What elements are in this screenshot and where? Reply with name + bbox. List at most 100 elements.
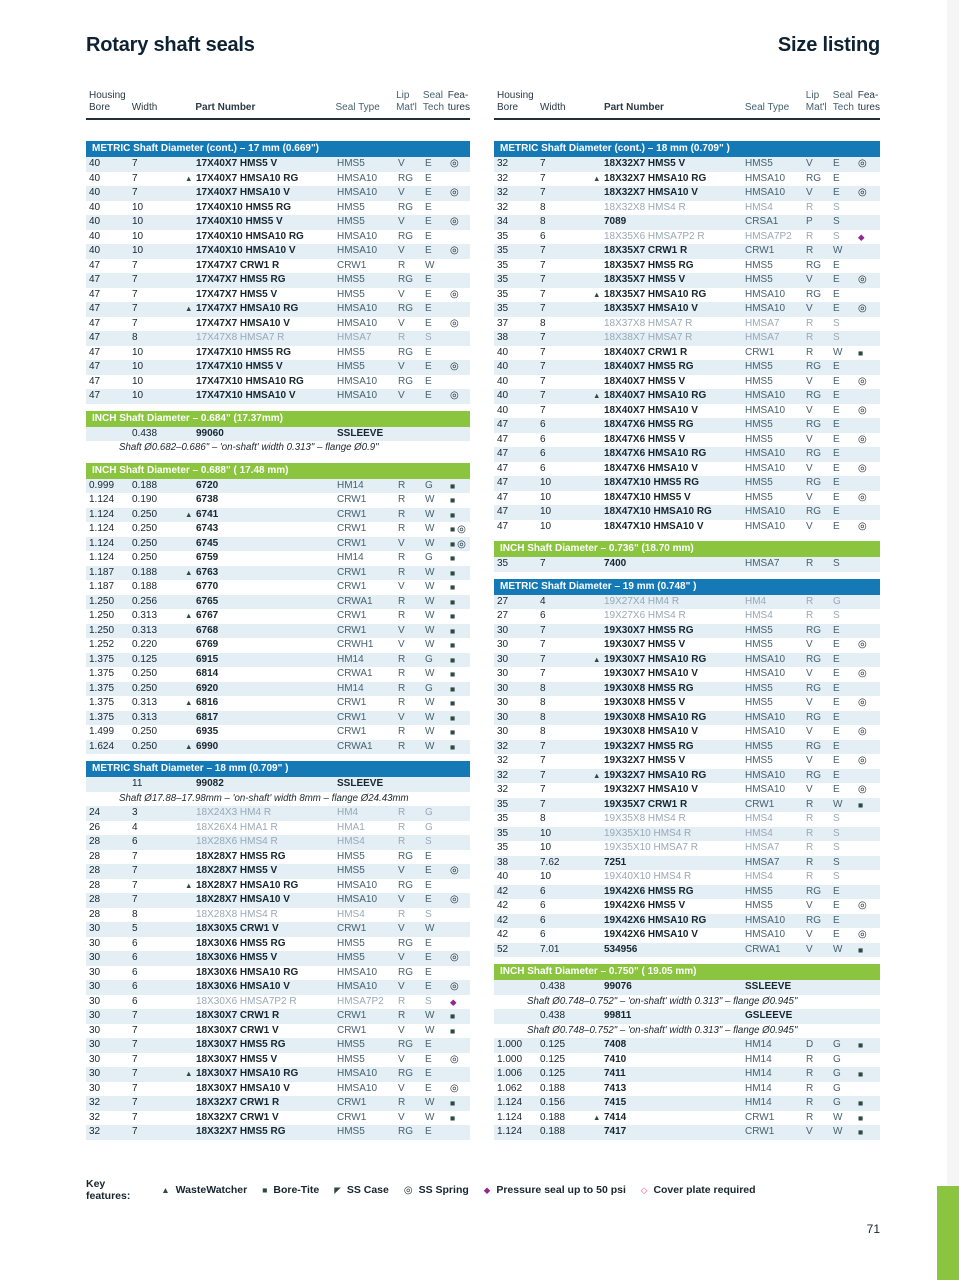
- lip-material-cell: V: [806, 375, 813, 387]
- table-row: 35 7 19X35X7 CRW1 R CRW1 R W ■: [494, 797, 880, 812]
- seal-type-cell: HM14: [745, 1068, 772, 1079]
- part-number-cell: 18X30X6 HMS5 RG: [185, 937, 337, 952]
- housing-bore-cell: 1.375: [89, 653, 115, 665]
- width-cell: 0.190: [132, 494, 158, 505]
- width-cell: 10: [132, 245, 144, 256]
- housing-bore-cell: 47: [89, 274, 101, 285]
- seal-type-cell: HMSA10: [745, 288, 786, 300]
- seal-type-cell: HMS5: [337, 850, 365, 862]
- width-cell: 7: [540, 404, 546, 416]
- table-row: 28 8 18X28X8 HMS4 R HMS4 R S: [86, 908, 470, 923]
- width-cell: 10: [540, 871, 552, 882]
- housing-bore-cell: 1.250: [89, 595, 115, 607]
- part-number-text: 18X30X7 CRW1 R: [196, 1010, 280, 1021]
- lip-material-cell: V: [398, 1111, 405, 1123]
- features-cell: ◎: [858, 638, 880, 653]
- seal-tech-cell: E: [425, 879, 432, 891]
- lip-material-cell: R: [398, 552, 406, 563]
- table-row: 47 10 17X47X10 HMSA10 V HMSA10 V E ◎: [86, 389, 470, 404]
- seal-tech-cell: E: [425, 952, 432, 963]
- header-matl-label: Mat'l: [805, 102, 827, 113]
- lip-material-cell: RG: [398, 201, 413, 213]
- lip-material-cell: RG: [806, 653, 821, 665]
- features-cell: ■: [450, 624, 470, 639]
- header-fea-label: Fea-: [857, 90, 879, 101]
- features-cell: [858, 653, 880, 668]
- features-cell: ◎: [858, 899, 880, 914]
- housing-bore-cell: 40: [89, 158, 101, 169]
- features-cell: [858, 389, 880, 404]
- housing-bore-cell: 30: [89, 952, 101, 963]
- housing-bore-cell: 30: [497, 682, 509, 694]
- part-number-text: 7414: [604, 1111, 627, 1123]
- part-number-text: 19X30X8 HMS5 RG: [604, 682, 694, 694]
- part-number-text: 19X42X6 HMS5 V: [604, 900, 686, 911]
- table-row: 30 7 ▲ 18X30X7 HMSA10 RG HMSA10 RG E: [86, 1067, 470, 1082]
- part-number-text: 18X40X7 HMS5 RG: [604, 361, 694, 372]
- part-number-cell: 19X35X8 HMS4 R: [593, 812, 745, 827]
- housing-bore-cell: 30: [89, 1068, 101, 1079]
- table-row: 30 6 18X30X6 HMSA10 V HMSA10 V E ◎: [86, 980, 470, 995]
- part-number-cell: 18X40X7 HMS5 RG: [593, 360, 745, 375]
- width-cell: 0.188: [540, 1111, 566, 1123]
- seal-tech-cell: E: [425, 1039, 432, 1050]
- shaft-note: Shaft Ø0.748–0.752" – 'on-shaft' width 0…: [527, 1024, 798, 1036]
- seal-tech-cell: E: [833, 404, 840, 416]
- seal-type-cell: CRW1: [337, 566, 367, 578]
- table-row: 40 10 17X40X10 HMS5 V HMS5 V E ◎: [86, 215, 470, 230]
- part-number-text: 18X24X3 HM4 R: [196, 807, 272, 818]
- features-cell: ■: [450, 682, 470, 697]
- housing-bore-cell: 32: [497, 172, 509, 184]
- seal-tech-cell: S: [833, 332, 840, 343]
- table-row: 1.187 0.188 6770 CRW1 V W ■: [86, 580, 470, 595]
- lip-material-cell: V: [806, 943, 813, 955]
- seal-type-cell: HMS5: [745, 433, 773, 445]
- features-cell: ◎: [450, 1082, 470, 1097]
- lip-material-cell: [398, 777, 425, 792]
- features-cell: ■: [450, 711, 470, 726]
- part-number-cell: 18X30X6 HMSA7P2 R: [185, 995, 337, 1010]
- part-number-text: 18X32X7 CRW1 V: [196, 1111, 279, 1123]
- seal-type-cell: HMSA10: [337, 303, 378, 314]
- wastewatcher-icon: ▲: [185, 173, 193, 183]
- ss-spring-icon: ◎: [858, 520, 867, 532]
- housing-bore-cell: 1.187: [89, 581, 115, 592]
- lip-material-cell: R: [806, 1097, 814, 1108]
- width-cell: 10: [132, 390, 144, 401]
- housing-bore-cell: 35: [497, 245, 509, 256]
- part-number-cell: ▲ 18X28X7 HMSA10 RG: [185, 879, 337, 894]
- part-number-cell: 7413: [593, 1082, 745, 1097]
- bore-tite-icon: ■: [450, 567, 456, 578]
- seal-type-cell: HMSA7: [745, 317, 780, 329]
- part-number-text: 17X40X10 HMSA10 RG: [196, 230, 304, 242]
- seal-tech-cell: E: [833, 520, 840, 532]
- lip-material-cell: V: [398, 317, 405, 329]
- table-row: 1.187 0.188 ▲ 6763 CRW1 R W ■: [86, 565, 470, 580]
- wastewatcher-icon: ▲: [161, 1185, 170, 1195]
- part-number-cell: 6768: [185, 624, 337, 639]
- table-row: 32 7 ▲ 18X32X7 HMSA10 RG HMSA10 RG E: [494, 172, 880, 187]
- seal-tech-cell: E: [833, 375, 840, 387]
- legend-item: ◎ SS Spring: [404, 1184, 469, 1196]
- features-cell: [858, 841, 880, 856]
- part-number-cell: 19X32X7 HMS5 V: [593, 754, 745, 769]
- seal-tech-cell: E: [833, 419, 840, 430]
- seal-tech-cell: S: [425, 836, 432, 847]
- width-cell: 0.438: [540, 1010, 566, 1021]
- features-cell: [450, 230, 470, 245]
- seal-type-cell: HMS5: [745, 259, 773, 271]
- seal-type-cell: HMSA7: [745, 856, 780, 868]
- table-row: 35 7 18X35X7 CRW1 R CRW1 R W: [494, 244, 880, 259]
- bore-tite-icon: ■: [450, 712, 456, 723]
- housing-bore-cell: 47: [89, 361, 101, 372]
- housing-bore-cell: 30: [89, 1082, 101, 1094]
- features-cell: [858, 288, 880, 303]
- seal-type-cell: HMS5: [337, 865, 365, 876]
- seal-tech-cell: G: [833, 1053, 841, 1065]
- lip-material-cell: RG: [398, 1126, 413, 1137]
- table-row: 40 7 18X40X7 HMS5 V HMS5 V E ◎: [494, 375, 880, 390]
- housing-bore-cell: 1.124: [89, 537, 115, 549]
- wastewatcher-icon: ▲: [593, 1112, 601, 1122]
- seal-tech-cell: E: [833, 885, 840, 897]
- lip-material-cell: RG: [806, 259, 821, 271]
